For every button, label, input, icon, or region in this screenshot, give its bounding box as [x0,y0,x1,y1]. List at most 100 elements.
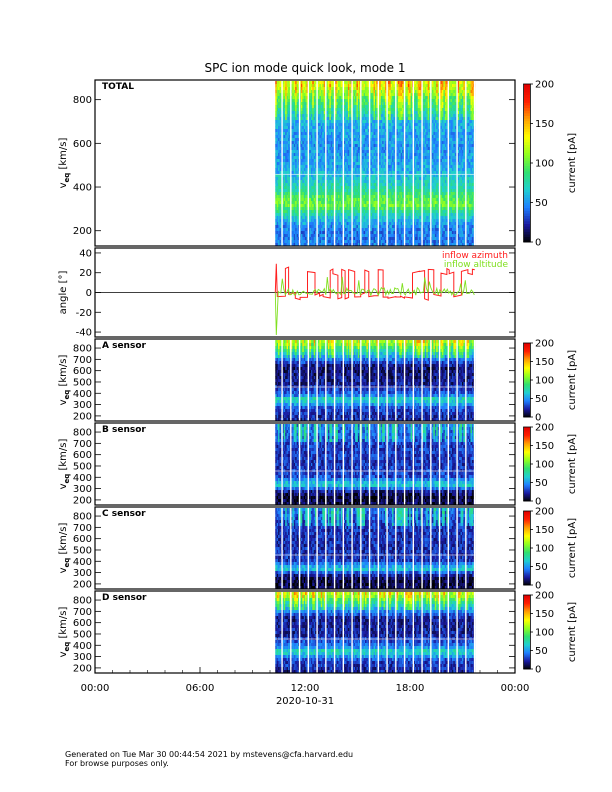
data-gap [456,423,457,505]
data-gap [404,80,405,246]
footer-generated: Generated on Tue Mar 30 00:44:54 2021 by… [65,750,353,759]
y-tick-label: 800 [73,596,92,607]
colorbar-tick-label: 50 [535,394,548,405]
data-gap [343,591,344,673]
data-gap [378,339,379,421]
colorbar-tick-label: 100 [535,544,554,555]
colorbar-label: current [pA] [567,434,578,494]
heatmap-cells [275,80,475,246]
data-gap [413,591,414,673]
colorbar-tick-label: 50 [535,562,548,573]
data-gap [343,423,344,505]
y-tick-label: 600 [73,618,92,629]
data-gap [474,507,475,589]
data-gap [386,80,387,246]
y-tick-label: -40 [76,328,92,339]
data-gap [351,507,352,589]
data-gap [430,507,431,589]
colorbar-label: current [pA] [567,602,578,662]
data-gap [343,80,344,246]
data-gap [299,591,300,673]
y-tick-label: 300 [73,400,92,411]
data-gap [395,80,396,246]
data-gap [281,80,282,246]
data-gap [275,555,475,556]
y-tick-label: -20 [76,308,92,319]
data-gap [421,339,422,421]
data-gap [395,591,396,673]
data-gap [413,423,414,505]
data-gap [334,339,335,421]
y-axis-label: veq [km/s] [58,523,71,574]
data-gap [299,423,300,505]
y-tick-label: 400 [73,183,92,194]
data-gap [299,507,300,589]
data-gap [369,507,370,589]
data-gap [290,423,291,505]
colorbar-tick-label: 150 [535,609,554,620]
data-gap [439,339,440,421]
data-gap [325,423,326,505]
data-gap [290,507,291,589]
y-tick-label: 20 [79,268,92,279]
y-tick-label: 200 [73,226,92,237]
data-gap [465,507,466,589]
data-gap [316,339,317,421]
heatmap-cells [275,591,475,673]
data-gap [281,423,282,505]
y-tick-label: 600 [73,139,92,150]
data-gap [456,339,457,421]
y-tick-label: 400 [73,641,92,652]
x-tick-label: 00:00 [81,683,110,694]
data-gap [448,339,449,421]
data-gap [369,591,370,673]
y-tick-label: 700 [73,439,92,450]
data-gap [308,507,309,589]
data-gap [308,591,309,673]
series-inflow-altitude [275,277,474,335]
y-tick-label: 300 [73,652,92,663]
data-gap [299,80,300,246]
y-tick-label: 200 [73,411,92,422]
data-gap [439,591,440,673]
data-gap [474,591,475,673]
data-gap [351,80,352,246]
x-tick-label: 18:00 [396,683,425,694]
colorbar-tick-label: 200 [535,591,554,602]
panel-label: D sensor [102,593,147,603]
colorbar-tick-label: 100 [535,460,554,471]
y-axis-label: veq [km/s] [58,439,71,490]
data-gap [404,339,405,421]
data-gap [474,423,475,505]
data-gap [386,339,387,421]
y-tick-label: 800 [73,512,92,523]
data-gap [275,471,475,472]
data-gap [404,423,405,505]
data-gap [465,591,466,673]
data-gap [378,423,379,505]
x-tick-label: 00:00 [501,683,530,694]
data-gap [474,339,475,421]
y-tick-label: 600 [73,366,92,377]
panel-label: C sensor [102,509,146,519]
y-tick-label: 500 [73,377,92,388]
colorbar-tick-label: 150 [535,525,554,536]
data-gap [308,423,309,505]
y-axis-label: veq [km/s] [58,607,71,658]
y-axis-label: veq [km/s] [58,355,71,406]
data-gap [343,339,344,421]
y-tick-label: 500 [73,461,92,472]
data-gap [351,591,352,673]
data-gap [316,591,317,673]
data-gap [474,80,475,246]
data-gap [281,591,282,673]
colorbar-tick-label: 100 [535,376,554,387]
data-gap [378,507,379,589]
y-tick-label: 400 [73,557,92,568]
data-gap [334,423,335,505]
